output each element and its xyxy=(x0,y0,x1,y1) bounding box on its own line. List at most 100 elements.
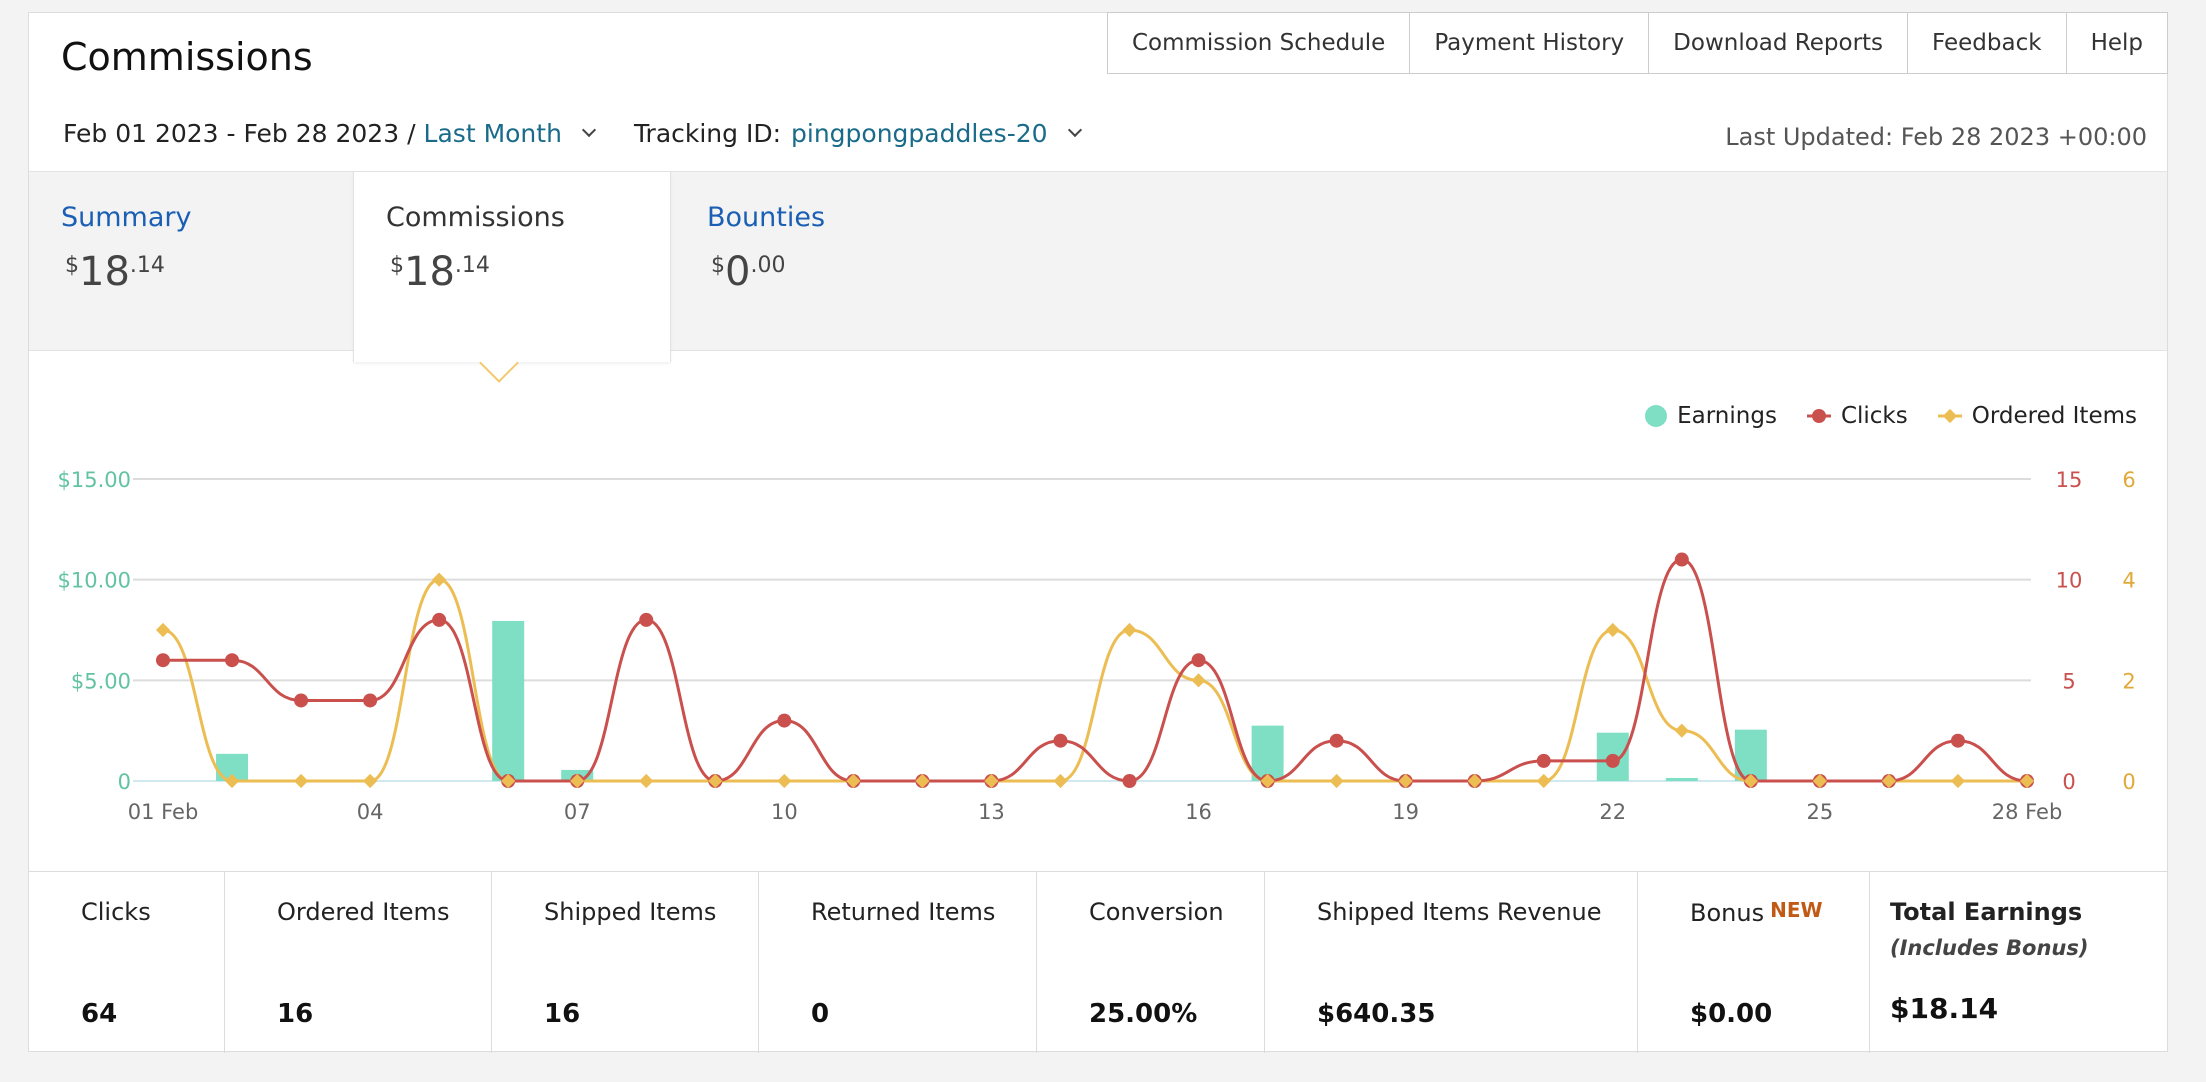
y-left-tick-label: $10.00 xyxy=(58,569,131,593)
stat-label: Clicks xyxy=(81,898,151,926)
clicks-point xyxy=(1536,753,1551,768)
ordered-items-point xyxy=(2019,773,2035,789)
ordered-items-point xyxy=(432,572,447,587)
y-left-tick-label: $5.00 xyxy=(71,669,131,693)
ordered-items-point xyxy=(1329,773,1344,789)
tab-commissions-label[interactable]: Commissions xyxy=(386,202,565,233)
x-tick-label: 25 xyxy=(1807,800,1834,824)
y-left-tick-label: 0 xyxy=(118,770,131,794)
ordered-items-point xyxy=(1674,723,1689,738)
amount-dollars: 18 xyxy=(79,249,130,295)
ordered-items-point xyxy=(1950,773,1966,789)
x-tick-label: 28 Feb xyxy=(1992,800,2063,824)
chevron-down-icon[interactable] xyxy=(1067,122,1082,138)
ordered-items-point xyxy=(1191,673,1206,688)
tab-summary-label[interactable]: Summary xyxy=(61,202,192,233)
legend-item-clicks[interactable]: Clicks xyxy=(1806,403,1908,429)
nav-feedback[interactable]: Feedback xyxy=(1908,12,2067,74)
stat-label: Returned Items xyxy=(811,898,996,926)
stat-shipped-revenue: Shipped Items Revenue $640.35 xyxy=(1265,872,1638,1053)
stat-bonus: Bonus NEW $0.00 xyxy=(1638,872,1870,1053)
amount-dollars: 0 xyxy=(725,249,751,295)
stat-clicks: Clicks 64 xyxy=(29,872,225,1053)
amount-cents: .14 xyxy=(454,253,490,278)
earnings-chart: $15.00 15 6 $10.00 10 4 $5.00 5 2 0 0 0 01 Feb 04 07 10… xyxy=(58,468,2136,824)
legend-item-earnings[interactable]: Earnings xyxy=(1645,403,1777,429)
x-tick-label: 10 xyxy=(771,800,798,824)
legend-item-ordered-items[interactable]: Ordered Items xyxy=(1937,403,2137,429)
clicks-point xyxy=(156,653,170,668)
ordered-items-point xyxy=(224,773,240,789)
stat-label: Bonus NEW xyxy=(1690,898,1869,927)
y-right-clicks-tick-label: 0 xyxy=(2062,770,2075,794)
y-right-items-tick-label: 2 xyxy=(2122,669,2135,693)
tab-bounties-label[interactable]: Bounties xyxy=(707,202,826,233)
stat-value: 16 xyxy=(544,999,581,1029)
stat-value: $0.00 xyxy=(1690,999,1773,1029)
clicks-point xyxy=(1329,733,1344,748)
ordered-items-point xyxy=(155,622,171,638)
page-title: Commissions xyxy=(61,35,313,79)
ordered-items-point xyxy=(1122,622,1137,638)
y-right-clicks-tick-label: 15 xyxy=(2056,468,2083,492)
ordered-items-swatch-icon xyxy=(1937,408,1962,424)
earnings-bar xyxy=(1665,777,1698,781)
legend-label: Earnings xyxy=(1677,403,1777,429)
ordered-items-point xyxy=(1743,773,1758,789)
ordered-items-point xyxy=(639,773,654,789)
stat-label: Shipped Items xyxy=(544,898,717,926)
clicks-line xyxy=(162,558,2028,783)
tab-summary[interactable]: Summary $ 18 .14 xyxy=(29,172,347,352)
clicks-point xyxy=(777,713,792,728)
clicks-point xyxy=(225,653,240,668)
y-right-items-tick-label: 4 xyxy=(2122,569,2135,593)
y-right-items-tick-label: 0 xyxy=(2122,770,2135,794)
filters-row: Feb 01 2023 - Feb 28 2023 / Last Month T… xyxy=(63,113,1082,153)
ordered-items-point xyxy=(708,773,723,789)
tracking-id-selector[interactable]: Tracking ID: pingpongpaddles-20 xyxy=(633,118,1082,148)
ordered-items-point xyxy=(570,773,585,789)
tab-bounties-amount: $ 0 .00 xyxy=(707,249,993,295)
chevron-down-icon[interactable] xyxy=(581,122,597,138)
stat-value: $640.35 xyxy=(1317,999,1436,1029)
ordered-items-point xyxy=(777,773,792,789)
stat-label: Conversion xyxy=(1089,898,1224,926)
date-range: Feb 01 2023 - Feb 28 2023 xyxy=(63,118,400,148)
y-left-tick-label: $15.00 xyxy=(58,468,131,492)
last-updated: Last Updated: Feb 28 2023 +00:00 xyxy=(1725,123,2147,151)
ordered-items-point xyxy=(294,773,309,789)
y-right-clicks-tick-label: 5 xyxy=(2062,669,2075,693)
bonus-label: Bonus xyxy=(1690,899,1765,927)
tab-commissions-amount: $ 18 .14 xyxy=(386,249,670,295)
clicks-point xyxy=(1191,653,1206,668)
clicks-point xyxy=(1605,753,1620,768)
ordered-items-point xyxy=(1881,773,1896,789)
nav-download-reports[interactable]: Download Reports xyxy=(1649,12,1909,74)
ordered-items-point xyxy=(1467,773,1482,789)
nav-payment-history[interactable]: Payment History xyxy=(1410,12,1650,74)
amount-cents: .14 xyxy=(129,253,165,278)
clicks-point xyxy=(294,693,309,708)
currency-symbol: $ xyxy=(65,253,79,278)
x-tick-label: 01 Feb xyxy=(128,800,199,824)
stat-conversion: Conversion 25.00% xyxy=(1037,872,1265,1053)
ordered-items-point xyxy=(1812,773,1827,789)
clicks-point xyxy=(1950,733,1965,748)
range-preset-dropdown[interactable]: Last Month xyxy=(423,118,562,148)
ordered-items-point xyxy=(1398,773,1413,789)
earnings-swatch-icon xyxy=(1645,405,1668,427)
ordered-items-point xyxy=(1605,622,1620,638)
total-earnings-label: Total Earnings xyxy=(1890,898,2083,926)
amount-dollars: 18 xyxy=(404,249,455,295)
nav-help[interactable]: Help xyxy=(2066,12,2168,74)
tab-bounties[interactable]: Bounties $ 0 .00 xyxy=(675,172,993,352)
ordered-items-point xyxy=(1536,773,1551,789)
clicks-swatch-icon xyxy=(1806,409,1831,423)
commissions-card: Commissions Commission Schedule Payment … xyxy=(28,12,2168,1053)
tab-commissions[interactable]: Commissions $ 18 .14 xyxy=(353,172,671,362)
tracking-id-value[interactable]: pingpongpaddles-20 xyxy=(791,118,1048,148)
tracking-id-label: Tracking ID: xyxy=(633,118,782,148)
ordered-items-point xyxy=(1053,773,1068,789)
nav-commission-schedule[interactable]: Commission Schedule xyxy=(1107,12,1411,74)
